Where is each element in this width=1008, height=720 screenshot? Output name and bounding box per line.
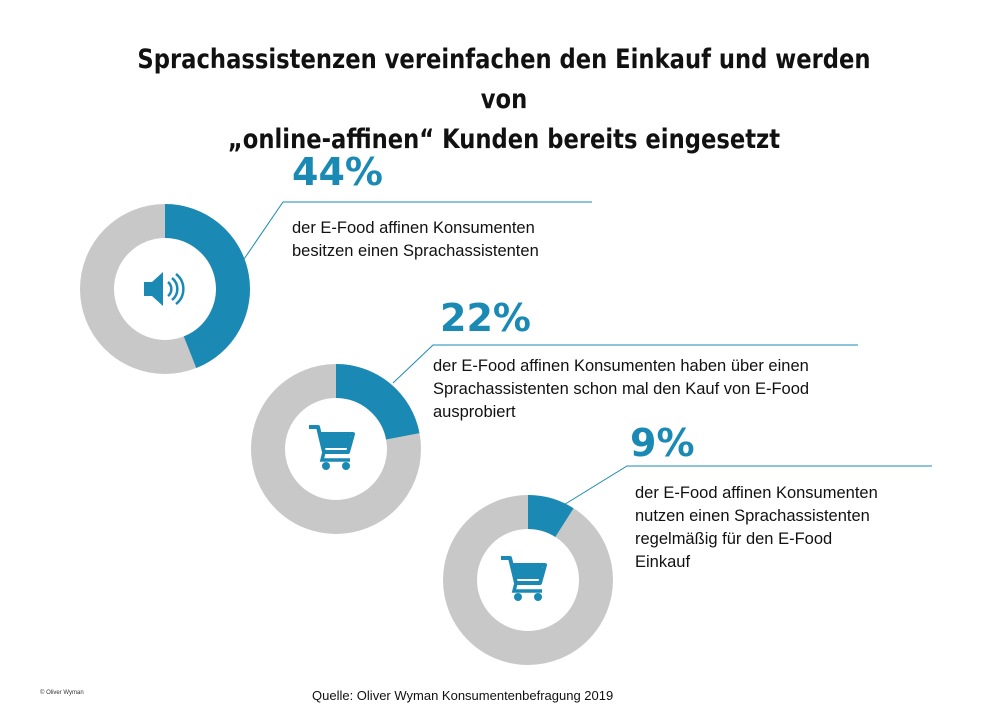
stat-2-line-3: ausprobiert	[433, 403, 516, 421]
title-line-1: Sprachassistenzen vereinfachen den Einka…	[137, 44, 871, 115]
donut-2	[251, 364, 421, 534]
donut-2-value-arc	[335, 364, 420, 441]
stat-2-line-2: Sprachassistenten schon mal den Kauf von…	[433, 380, 810, 398]
stat-3-line-2: nutzen einen Sprachassistenten	[635, 507, 870, 525]
stat-3-percent: 9%	[630, 421, 695, 465]
donut-3-track	[443, 495, 613, 665]
stat-3-line-4: Einkauf	[635, 553, 691, 571]
stat-3-line-3: regelmäßig für den E-Food	[635, 530, 833, 548]
copyright-note: © Oliver Wyman	[40, 690, 84, 696]
leader-lines	[241, 201, 932, 507]
speaker-icon	[144, 272, 185, 306]
donut-1	[80, 204, 250, 374]
stat-1-percent: 44%	[292, 150, 383, 194]
stat-2-line-1: der E-Food affinen Konsumenten haben übe…	[433, 357, 809, 375]
stat-1-line-1: der E-Food affinen Konsumenten	[292, 219, 535, 237]
shopping-cart-icon	[501, 556, 547, 601]
source-note: Quelle: Oliver Wyman Konsumentenbefragun…	[312, 688, 614, 703]
leader-line-3	[561, 465, 932, 507]
stat-2-percent: 22%	[440, 296, 531, 340]
stat-3-line-1: der E-Food affinen Konsumenten	[635, 484, 878, 502]
donut-3	[443, 495, 613, 665]
stat-3-description: der E-Food affinen Konsumenten nutzen ei…	[635, 482, 878, 574]
page-title: Sprachassistenzen vereinfachen den Einka…	[114, 40, 894, 160]
stat-1-line-2: besitzen einen Sprachassistenten	[292, 242, 539, 260]
shopping-cart-icon	[309, 425, 355, 470]
donut-3-value-arc	[527, 495, 574, 538]
leader-line-1	[241, 201, 592, 263]
donut-1-value-arc	[164, 204, 250, 369]
stat-1-description: der E-Food affinen Konsumenten besitzen …	[292, 217, 539, 263]
title-line-2: „online-affinen“ Kunden bereits eingeset…	[227, 124, 781, 155]
leader-line-2	[392, 344, 858, 384]
stat-2-description: der E-Food affinen Konsumenten haben übe…	[433, 355, 809, 424]
